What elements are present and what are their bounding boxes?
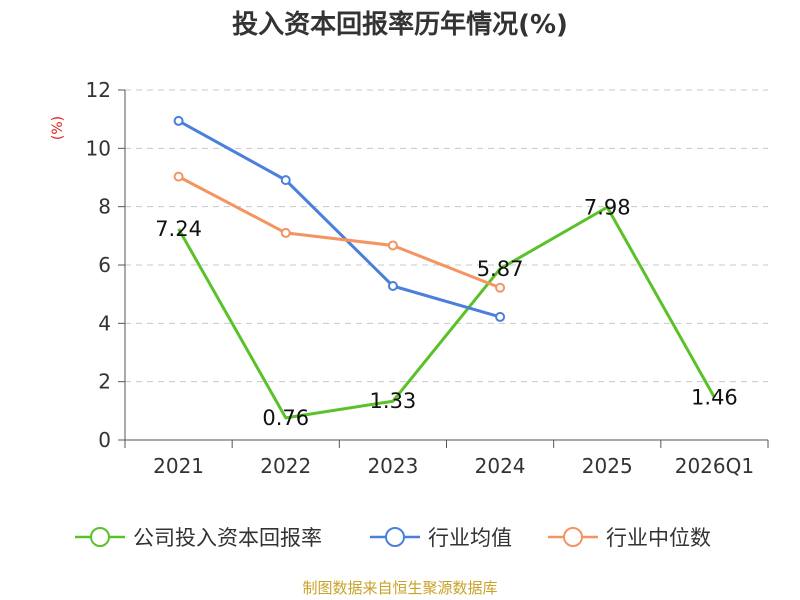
legend: 公司投入资本回报率 行业均值 行业中位数 (75, 526, 711, 550)
y-tick-label: 2 (98, 370, 111, 394)
series-point-1 (387, 281, 398, 291)
series-point-1 (173, 115, 184, 126)
y-tick-label: 10 (86, 136, 111, 160)
series-point-2 (495, 282, 506, 293)
series-point-1 (280, 175, 291, 186)
y-axis-unit-label: (%) (50, 116, 66, 140)
y-tick-label: 0 (98, 428, 111, 452)
x-tick-label: 2022 (260, 454, 311, 478)
series-line-2 (177, 175, 501, 290)
series-point-2 (173, 171, 184, 182)
x-tick-label: 2024 (475, 454, 526, 478)
series-point-2 (387, 240, 398, 251)
y-tick-label: 12 (86, 78, 111, 102)
series-line-1 (177, 119, 501, 319)
x-tick-label: 2023 (367, 454, 418, 478)
legend-label: 行业均值 (428, 526, 512, 550)
x-tick-label: 2025 (582, 454, 633, 478)
axes: 0 2 4 6 8 10 12 2021 2022 2023 2024 2025 2026Q1 (86, 78, 769, 478)
x-tick-label: 2021 (153, 454, 204, 478)
x-tick-label: 2026Q1 (675, 454, 754, 478)
y-tick-label: 6 (98, 253, 111, 277)
data-label: 1.46 (691, 385, 738, 409)
data-labels: 7.24 0.76 1.33 5.87 7.98 1.46 (155, 195, 738, 430)
legend-marker (90, 527, 110, 547)
source-note: 制图数据来自恒生聚源数据库 (302, 579, 497, 597)
chart-title: 投入资本回报率历年情况(%) (232, 9, 568, 40)
data-label: 7.24 (155, 217, 202, 241)
legend-label: 公司投入资本回报率 (133, 526, 322, 550)
series-point-2 (280, 227, 291, 238)
data-label: 1.33 (370, 389, 417, 413)
series-line-0 (177, 205, 716, 420)
data-label: 0.76 (262, 406, 309, 430)
legend-label: 行业中位数 (606, 526, 711, 550)
legend-marker (563, 527, 583, 547)
data-label: 5.87 (477, 257, 524, 281)
data-label: 7.98 (584, 195, 631, 219)
y-tick-label: 8 (98, 195, 111, 219)
series-point-1 (495, 311, 506, 322)
legend-marker (385, 527, 405, 547)
gridlines (125, 89, 768, 383)
series-layer (173, 115, 716, 420)
y-tick-label: 4 (98, 311, 111, 335)
